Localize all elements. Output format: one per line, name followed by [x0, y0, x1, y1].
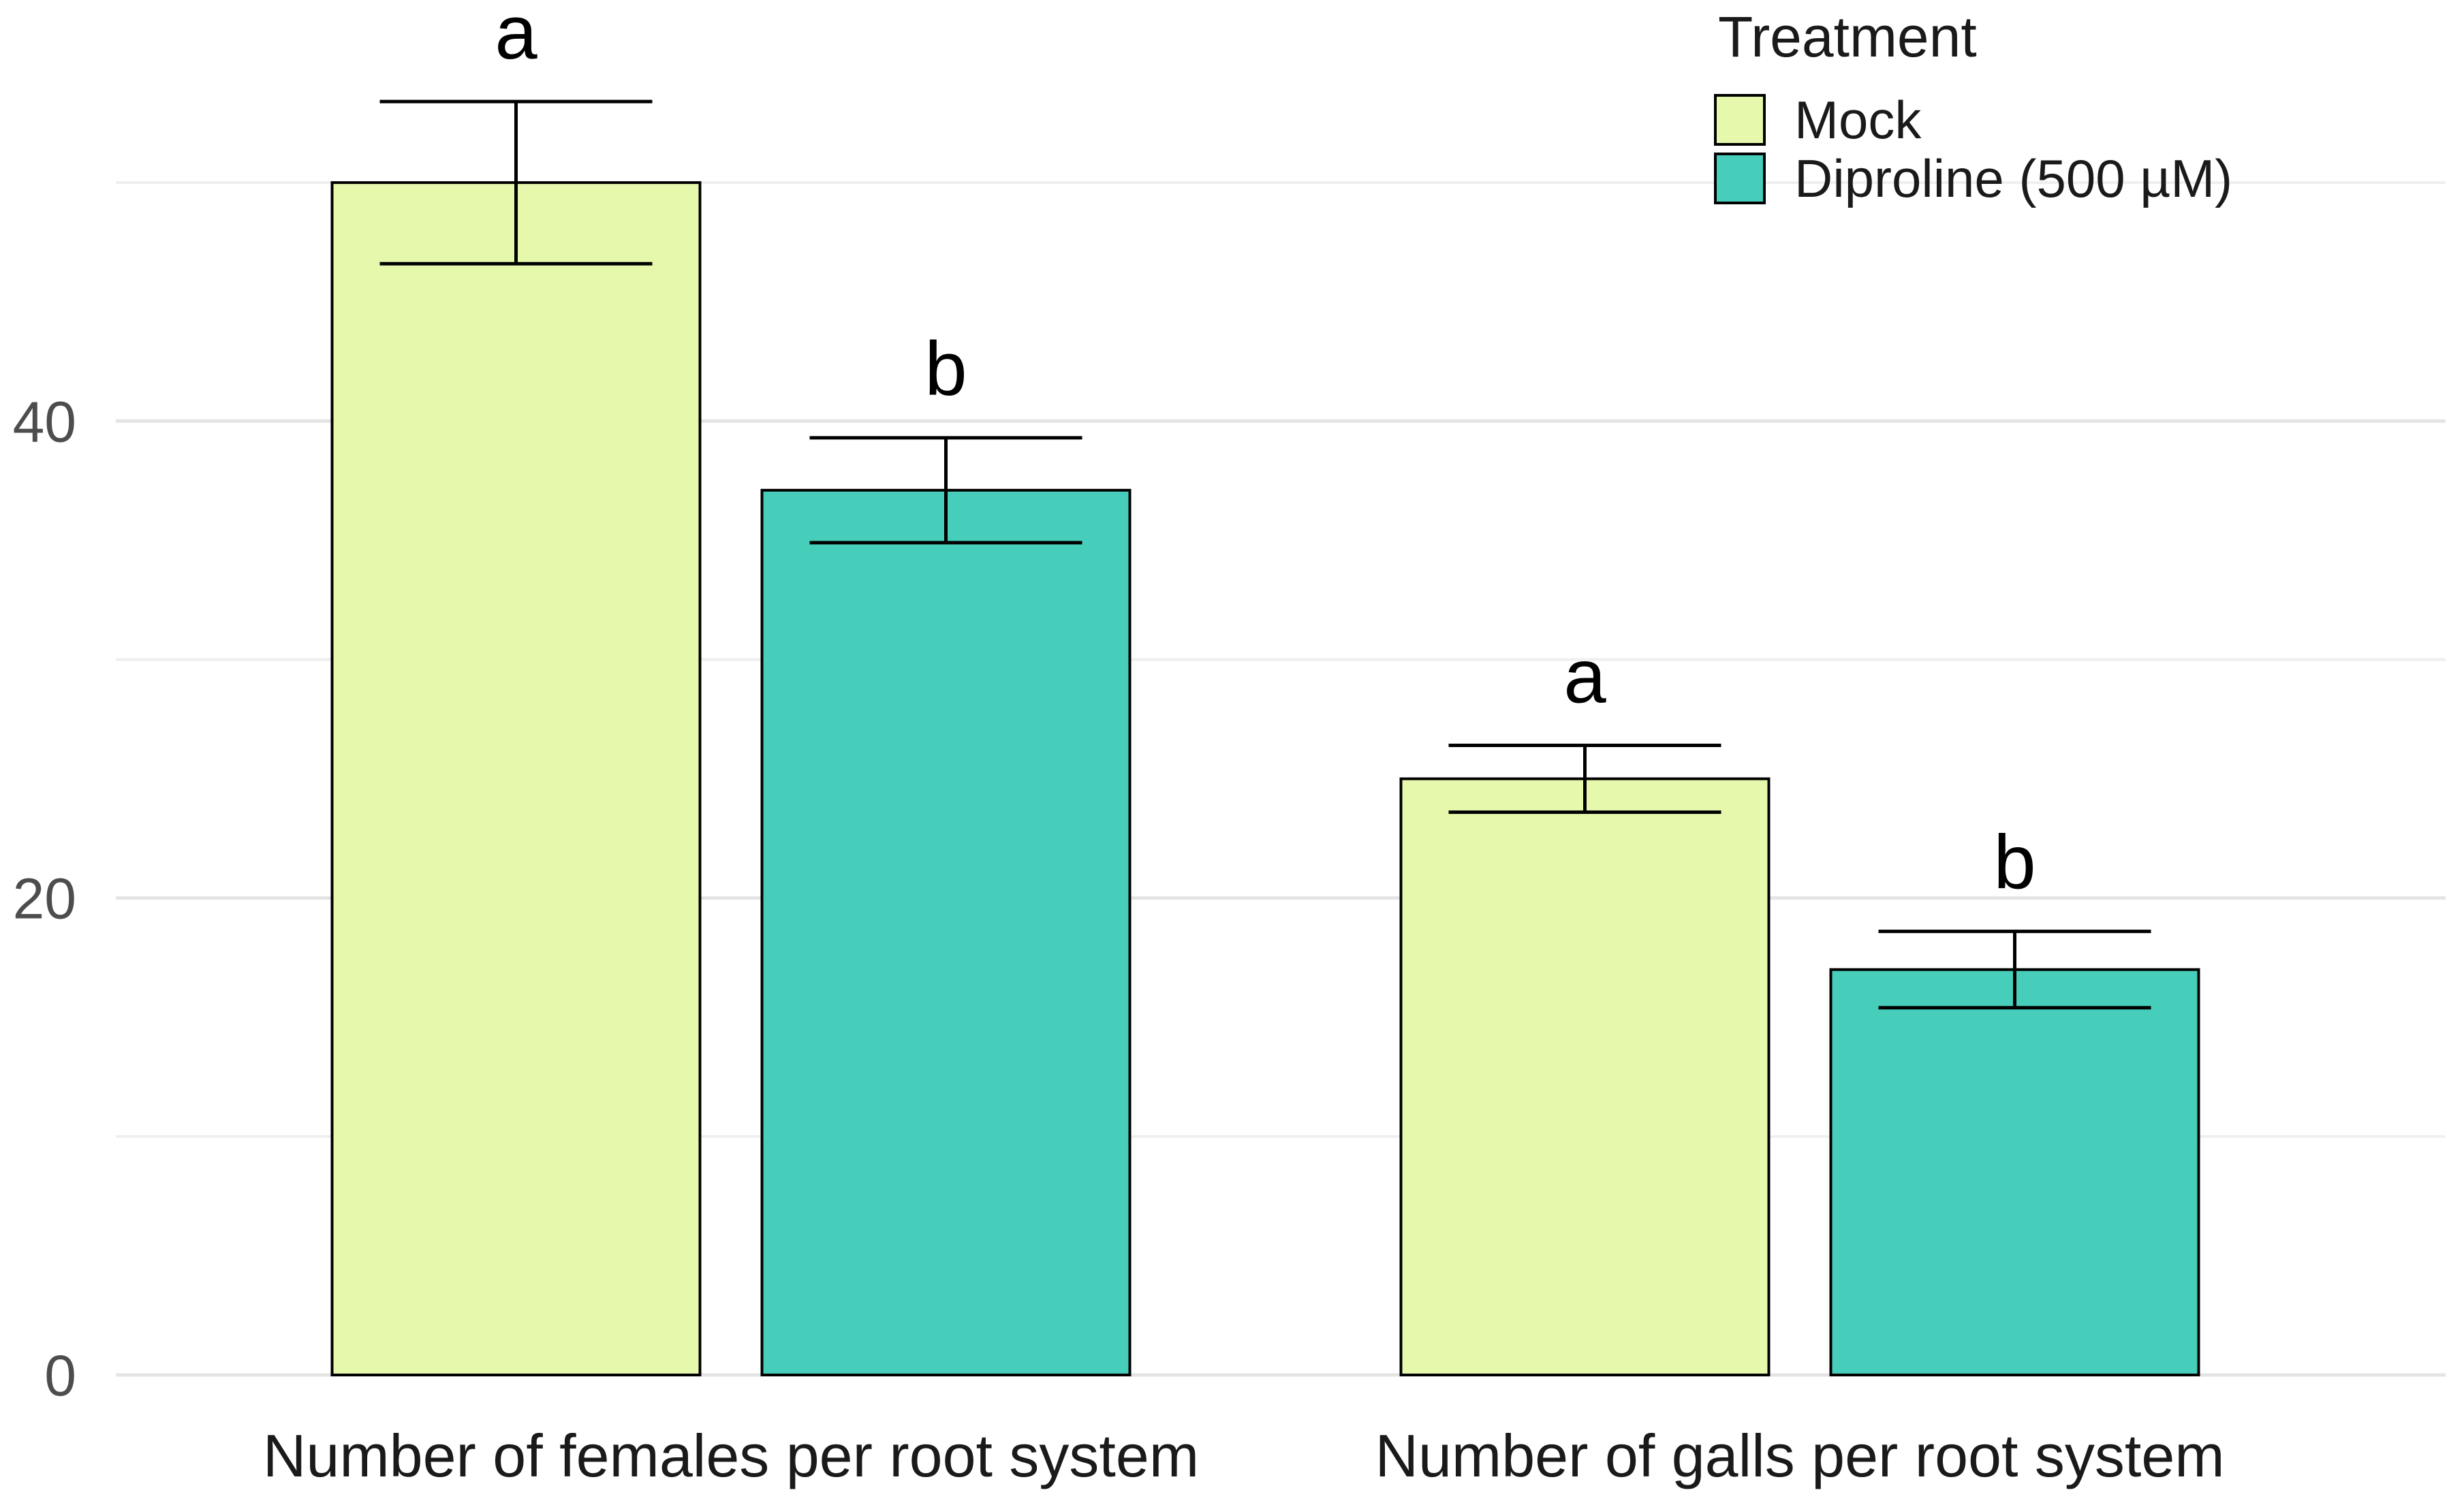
legend: Treatment Mock Diproline (500 µM) [1714, 8, 2232, 211]
x-category-label: Number of females per root system [263, 1422, 1199, 1489]
legend-item-diproline: Diproline (500 µM) [1714, 148, 2233, 208]
significance-letter: a [495, 0, 537, 75]
bar-diproline-group2 [1829, 968, 2200, 1376]
x-category-label: Number of galls per root system [1375, 1422, 2224, 1489]
legend-item-mock: Mock [1714, 90, 2232, 150]
y-tick-label: 40 [13, 390, 76, 454]
legend-label-diproline: Diproline (500 µM) [1794, 148, 2233, 208]
y-tick-label: 20 [13, 867, 76, 931]
legend-swatch-diproline-icon [1714, 153, 1766, 204]
y-tick-label: 0 [44, 1344, 76, 1408]
significance-letter: b [924, 326, 967, 411]
bar-mock-group1 [330, 181, 702, 1376]
significance-letter: b [1993, 820, 2036, 905]
significance-letter: a [1563, 634, 1606, 719]
legend-label-mock: Mock [1794, 90, 1922, 150]
legend-title: Treatment [1718, 5, 1977, 69]
bar-diproline-group1 [760, 488, 1132, 1376]
legend-swatch-mock-icon [1714, 94, 1766, 146]
bar-mock-group2 [1399, 777, 1771, 1376]
